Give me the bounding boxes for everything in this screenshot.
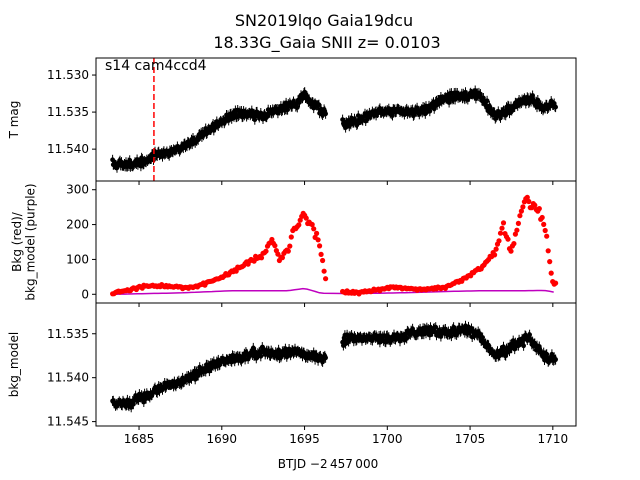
series-point-bkg [314,230,320,236]
series-point-bkg [493,246,499,252]
series-point-bkg [233,268,239,274]
series-point-bkg [505,236,511,242]
series-point-bkg [288,234,294,240]
series-point-bkg [303,215,309,221]
plot-area-top [110,58,558,181]
series-point-top [530,93,535,98]
series-point-bkg [497,230,504,236]
series-point-top [535,97,541,103]
series-point-bkg [541,221,547,227]
y-tick-label-top: 11.540 [47,142,89,156]
series-point-bottom [521,343,526,349]
chart-title-line1: SN2019lqo Gaia19dcu [235,11,413,30]
y-tick-label-bottom: 11.535 [47,327,89,341]
series-point-bkg [547,259,553,265]
series-point-bkg [553,280,559,286]
series-point-bkg [515,220,522,226]
x-tick-label: 1690 [207,432,238,446]
series-point-bkg [539,214,545,221]
axes-frame-bottom [95,302,577,427]
series-point-bottom [404,336,410,341]
series-point-bkg [309,221,315,228]
series-point-bkg [318,251,324,257]
series-point-bottom [258,353,264,359]
series-point-bkg [321,268,327,274]
series-point-bkg [532,202,538,208]
series-point-bottom [203,369,209,374]
series-point-top [297,99,302,105]
series-point-bkg [285,248,291,254]
series-point-bkg [514,227,520,233]
series-point-bkg [323,276,329,282]
x-tick-label: 1695 [289,432,320,446]
y-tick-label-top: 11.530 [47,68,89,82]
series-point-top [553,104,558,110]
series-point-bkg [311,226,317,232]
y-axis-label-bottom: bkg_model [7,332,21,398]
y-tick-label-middle: 100 [66,252,89,266]
sector-camera-annotation: s14 cam4ccd4 [105,58,207,74]
series-point-bkg [296,222,302,228]
series-point-top [294,105,300,110]
x-tick-label: 1710 [538,432,569,446]
series-point-bkg [508,248,514,254]
series-point-bkg [517,213,523,219]
y-tick-label-bottom: 11.540 [47,371,89,385]
series-point-bkg [500,220,507,226]
series-point-bottom [544,351,550,357]
series-point-bkg [272,243,278,249]
series-point-bkg [544,233,550,239]
x-axis-label: BTJD −2 457 000 [278,457,378,471]
series-point-bkg [320,257,326,264]
series-point-bkg [287,243,293,249]
y-tick-label-middle: 300 [66,183,89,197]
series-point-bkg [315,237,321,243]
series-point-bkg [499,225,505,231]
series-point-bkg [545,248,551,254]
y-tick-label-bottom: 11.545 [47,415,89,429]
series-point-top [323,111,328,117]
series-point-bkg [511,241,517,247]
y-tick-label-middle: 0 [81,287,89,301]
y-axis-label-top: T mag [7,101,21,140]
chart-title-line2: 18.33G_Gaia SNII z= 0.0103 [213,33,440,53]
series-point-bkg [279,255,285,261]
series-point-bkg [492,252,498,258]
series-point-bkg [542,227,548,234]
series-point-bkg [317,243,323,249]
series-point-bkg [536,206,542,212]
x-tick-label: 1685 [124,432,155,446]
series-point-bottom [323,355,328,361]
series-point-bkg [263,248,269,254]
series-point-bkg [518,208,525,214]
series-point-bottom [192,376,198,382]
y-axis-label-middle: Bkg (red)/bkg_model (purple) [10,183,38,300]
panel-bottom-bkg-model: 11.535 11.540 11.545 1685 1690 1695 1700 1705 17… [7,302,577,446]
series-point-top [484,98,490,104]
series-point-bottom [477,331,483,336]
series-point-bkg [496,238,502,244]
y-tick-label-middle: 200 [66,218,89,232]
series-line-bkg-model [112,287,554,296]
y-tick-label-top: 11.535 [47,105,89,119]
panel-top-magnitude: 11.530 11.535 11.540 T mag [7,57,577,185]
series-point-bkg [548,270,554,276]
series-point-bkg [258,255,265,261]
plot-area-bottom [110,320,558,413]
x-tick-label: 1705 [455,432,486,446]
plot-area-middle [110,194,559,297]
series-point-bkg [520,204,526,210]
series-point-bkg [512,231,519,237]
x-tick-label: 1700 [372,432,403,446]
series-point-bkg [524,194,530,200]
series-point-bkg [526,198,532,205]
panel-middle-background: 0 100 200 300 Bkg (red)/bkg_model (purple) [10,180,577,307]
series-point-bottom [553,357,558,362]
series-point-top [316,102,322,108]
